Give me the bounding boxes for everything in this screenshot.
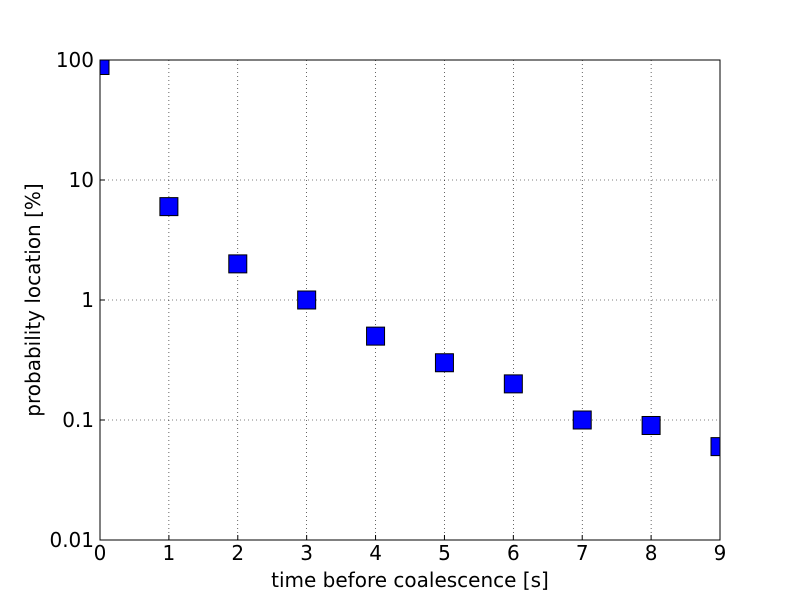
plot-area <box>100 60 720 457</box>
y-tick-label: 1 <box>81 288 94 312</box>
marker <box>434 353 454 373</box>
y-tick-label: 0.1 <box>62 408 94 432</box>
x-tick-label: 0 <box>94 541 107 565</box>
marker <box>159 197 179 217</box>
marker <box>710 437 720 457</box>
marker <box>100 60 110 75</box>
x-tick-label: 2 <box>231 541 244 565</box>
marker <box>503 374 523 394</box>
marker <box>228 254 248 274</box>
y-tick-label: 0.01 <box>49 528 94 552</box>
x-tick-label: 6 <box>507 541 520 565</box>
x-axis-label: time before coalescence [s] <box>271 568 549 592</box>
x-tick-label: 3 <box>300 541 313 565</box>
y-tick-label: 100 <box>56 48 94 72</box>
y-tick-label: 10 <box>69 168 94 192</box>
marker <box>297 290 317 310</box>
x-tick-label: 5 <box>438 541 451 565</box>
x-tick-label: 7 <box>576 541 589 565</box>
y-axis-label: probability location [%] <box>21 183 45 416</box>
x-tick-label: 1 <box>163 541 176 565</box>
x-tick-label: 8 <box>645 541 658 565</box>
marker <box>641 415 661 435</box>
x-tick-label: 9 <box>714 541 727 565</box>
marker <box>572 410 592 430</box>
marker <box>366 326 386 346</box>
x-tick-label: 4 <box>369 541 382 565</box>
